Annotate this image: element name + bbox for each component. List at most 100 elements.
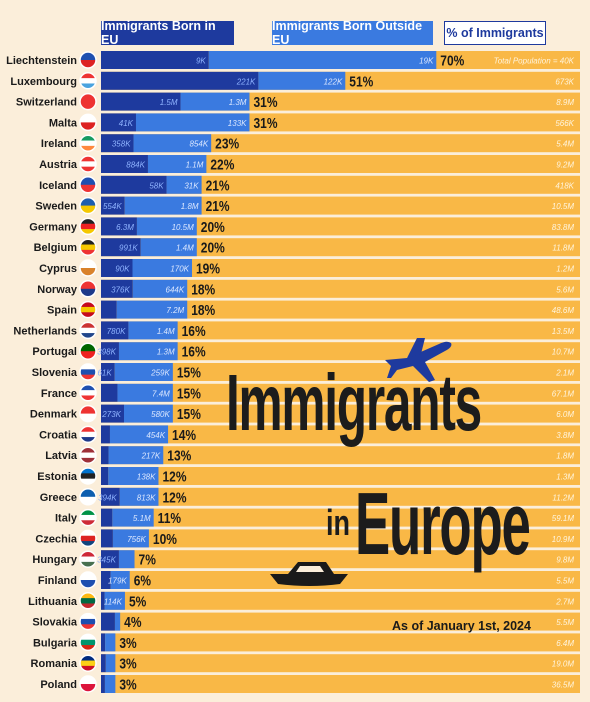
pct-value-netherlands: 16% xyxy=(182,323,206,340)
eu-bar-luxembourg xyxy=(101,71,259,90)
population-bar-france xyxy=(101,383,580,402)
flag-finland-icon xyxy=(80,572,96,588)
country-label-spain: Spain xyxy=(47,305,77,317)
country-label-lithuania: Lithuania xyxy=(28,596,78,608)
eu-bar-norway xyxy=(101,279,133,298)
population-value-lithuania: 2.7M xyxy=(555,597,574,606)
eu-bar-spain xyxy=(101,300,117,319)
population-value-poland: 36.5M xyxy=(552,681,575,690)
boat-icon xyxy=(270,562,348,586)
eu-value-switzerland: 1.5M xyxy=(160,98,178,107)
legend-eu-born: Immigrants Born in EU xyxy=(101,19,234,47)
eu-value-norway: 376K xyxy=(111,285,130,294)
flag-ring-belgium xyxy=(79,238,97,256)
population-value-denmark: 6.0M xyxy=(556,410,574,419)
outside-value-lithuania: 114K xyxy=(104,597,123,606)
population-value-greece: 11.2M xyxy=(552,493,574,502)
country-label-liechtenstein: Liechtenstein xyxy=(6,55,77,67)
eu-bar-bulgaria xyxy=(101,633,106,652)
pct-value-italy: 11% xyxy=(158,510,181,527)
pct-value-finland: 6% xyxy=(134,572,151,589)
country-label-finland: Finland xyxy=(38,575,77,587)
pct-value-switzerland: 31% xyxy=(253,94,277,111)
flag-ring-greece xyxy=(79,488,97,506)
eu-bar-portugal xyxy=(101,342,119,361)
eu-bar-lithuania xyxy=(101,591,105,610)
population-value-belgium: 11.8M xyxy=(552,244,574,253)
pct-value-france: 15% xyxy=(177,385,201,402)
eu-bar-greece xyxy=(101,487,120,506)
eu-value-denmark: 273K xyxy=(101,410,121,419)
outside-value-netherlands: 1.4M xyxy=(157,327,175,336)
outside-value-latvia: 217K xyxy=(141,452,161,461)
country-label-cyprus: Cyprus xyxy=(39,263,77,275)
flag-ring-hungary xyxy=(79,550,97,568)
country-label-romania: Romania xyxy=(31,658,78,670)
pct-value-sweden: 21% xyxy=(206,198,230,215)
pct-value-czechia: 10% xyxy=(153,531,177,548)
outside-bar-poland xyxy=(104,675,116,693)
population-bar-croatia xyxy=(101,425,580,444)
population-value-cyprus: 1.2M xyxy=(556,265,574,274)
eu-value-greece: 394K xyxy=(98,493,117,502)
flag-romania-icon xyxy=(80,655,96,672)
pct-value-cyprus: 19% xyxy=(196,260,220,277)
eu-value-austria: 884K xyxy=(126,161,145,170)
eu-bar-latvia xyxy=(101,446,109,465)
pct-value-liechtenstein: 70% xyxy=(440,52,464,69)
country-label-austria: Austria xyxy=(39,159,78,171)
outside-bar-hungary xyxy=(118,550,135,569)
legend-percent-immigrants: % of Immigrants xyxy=(444,21,546,45)
flag-ring-austria xyxy=(79,155,97,173)
outside-value-belgium: 1.4M xyxy=(176,244,194,253)
flag-ring-finland xyxy=(79,571,97,589)
eu-bar-malta xyxy=(101,113,136,132)
country-label-germany: Germany xyxy=(29,221,78,233)
outside-bar-romania xyxy=(105,654,116,673)
outside-value-estonia: 138K xyxy=(137,473,156,482)
flag-france-icon xyxy=(80,384,96,401)
country-label-france: France xyxy=(41,388,77,400)
eu-bar-italy xyxy=(101,508,113,527)
pct-value-lithuania: 5% xyxy=(129,593,146,610)
population-bar-belgium xyxy=(101,238,580,257)
flag-ring-spain xyxy=(79,300,97,319)
date-caption: As of January 1st, 2024 xyxy=(392,619,531,633)
flag-cyprus-icon xyxy=(80,260,96,276)
eu-bar-switzerland xyxy=(101,92,181,111)
eu-bar-iceland xyxy=(101,175,167,194)
flag-italy-icon xyxy=(80,509,96,526)
country-label-portugal: Portugal xyxy=(32,346,77,358)
eu-bar-belgium xyxy=(101,238,141,257)
outside-bar-portugal xyxy=(118,342,178,361)
eu-bar-czechia xyxy=(101,529,113,548)
country-label-sweden: Sweden xyxy=(35,201,77,213)
country-label-malta: Malta xyxy=(49,117,78,129)
country-label-luxembourg: Luxembourg xyxy=(10,76,77,88)
outside-value-spain: 7.2M xyxy=(166,306,184,315)
outside-bar-slovenia xyxy=(114,363,173,381)
population-bar-poland xyxy=(101,675,580,693)
outside-value-norway: 644K xyxy=(166,285,185,294)
outside-bar-finland xyxy=(110,571,130,589)
population-value-croatia: 3.8M xyxy=(556,431,574,440)
population-bar-czechia xyxy=(101,529,580,548)
eu-bar-austria xyxy=(101,155,148,173)
outside-bar-spain xyxy=(116,300,188,319)
flag-ring-luxembourg xyxy=(79,72,97,90)
population-value-iceland: 418K xyxy=(555,181,574,190)
flag-ring-denmark xyxy=(79,404,97,423)
pct-value-belgium: 20% xyxy=(201,239,225,256)
population-bar-austria xyxy=(101,155,580,173)
outside-value-slovenia: 259K xyxy=(150,369,170,378)
flag-luxembourg-icon xyxy=(80,72,96,89)
population-bar-iceland xyxy=(101,175,580,194)
outside-bar-france xyxy=(117,383,173,402)
eu-value-iceland: 58K xyxy=(149,181,164,190)
flag-ring-portugal xyxy=(79,342,97,360)
population-value-ireland: 5.4M xyxy=(556,140,574,149)
outside-bar-ireland xyxy=(133,134,212,153)
pct-value-ireland: 23% xyxy=(215,135,239,152)
pct-value-slovenia: 15% xyxy=(177,364,201,381)
flag-ring-cyprus xyxy=(79,259,97,277)
